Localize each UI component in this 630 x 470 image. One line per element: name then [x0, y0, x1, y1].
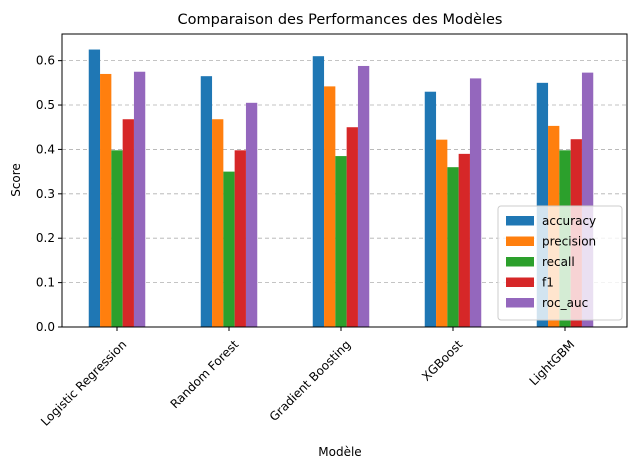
y-tick-label: 0.2 [36, 231, 55, 245]
bar-accuracy [312, 56, 325, 328]
legend-box [497, 205, 623, 321]
bar-roc_auc [357, 65, 370, 328]
bar-accuracy [424, 91, 437, 327]
x-tick-label: Random Forest [168, 337, 242, 411]
bar-f1 [458, 153, 470, 327]
y-tick-label: 0.3 [36, 187, 55, 201]
bar-recall [335, 156, 347, 327]
bar-precision [324, 86, 336, 327]
y-tick-label: 0.4 [36, 142, 55, 156]
plot-frame [61, 33, 628, 328]
legend-swatch-precision [506, 236, 534, 246]
legend-label: precision [542, 235, 596, 249]
legend-swatch-f1 [506, 277, 534, 287]
bar-recall [447, 167, 459, 327]
y-tick-label: 0.5 [36, 98, 55, 112]
bar-precision [436, 139, 448, 327]
bar-accuracy [200, 76, 213, 327]
legend-label: roc_auc [542, 296, 588, 310]
bar-roc_auc [133, 71, 146, 327]
bar-roc_auc [245, 102, 258, 327]
x-axis-title: Modèle [318, 445, 361, 459]
y-tick-label: 0.1 [36, 276, 55, 290]
chart-title: Comparaison des Performances des Modèles [178, 12, 503, 28]
legend-swatch-roc_auc [506, 298, 534, 308]
x-axis: Logistic Regression Random Forest Gradient… [38, 327, 577, 429]
x-tick-label: Logistic Regression [38, 337, 129, 428]
bar-accuracy [88, 49, 101, 328]
y-axis: 0.0 0.1 0.2 0.3 0.4 0.5 0.6 [36, 54, 62, 334]
legend-swatch-recall [506, 257, 534, 267]
bar-f1 [122, 119, 134, 328]
bar-precision [212, 119, 224, 328]
y-tick-label: 0.0 [36, 320, 55, 334]
bar-precision [100, 73, 112, 327]
bar-recall [223, 171, 235, 327]
bar-roc_auc [581, 72, 594, 327]
legend: accuracy precision recall f1 roc_auc [497, 205, 623, 321]
bar-f1 [346, 127, 358, 328]
bar-f1 [234, 150, 246, 327]
y-axis-title: Score [9, 163, 23, 197]
bar-roc_auc [469, 78, 482, 327]
legend-label: recall [542, 255, 575, 269]
legend-label: f1 [542, 276, 554, 290]
bar-recall [111, 150, 123, 327]
legend-label: accuracy [542, 214, 596, 228]
bar-accuracy [536, 82, 549, 327]
x-tick-label: Gradient Boosting [267, 337, 354, 424]
y-tick-label: 0.6 [36, 54, 55, 68]
legend-swatch-accuracy [506, 216, 534, 226]
x-tick-label: LightGBM [527, 337, 578, 388]
x-tick-label: XGBoost [419, 337, 465, 383]
